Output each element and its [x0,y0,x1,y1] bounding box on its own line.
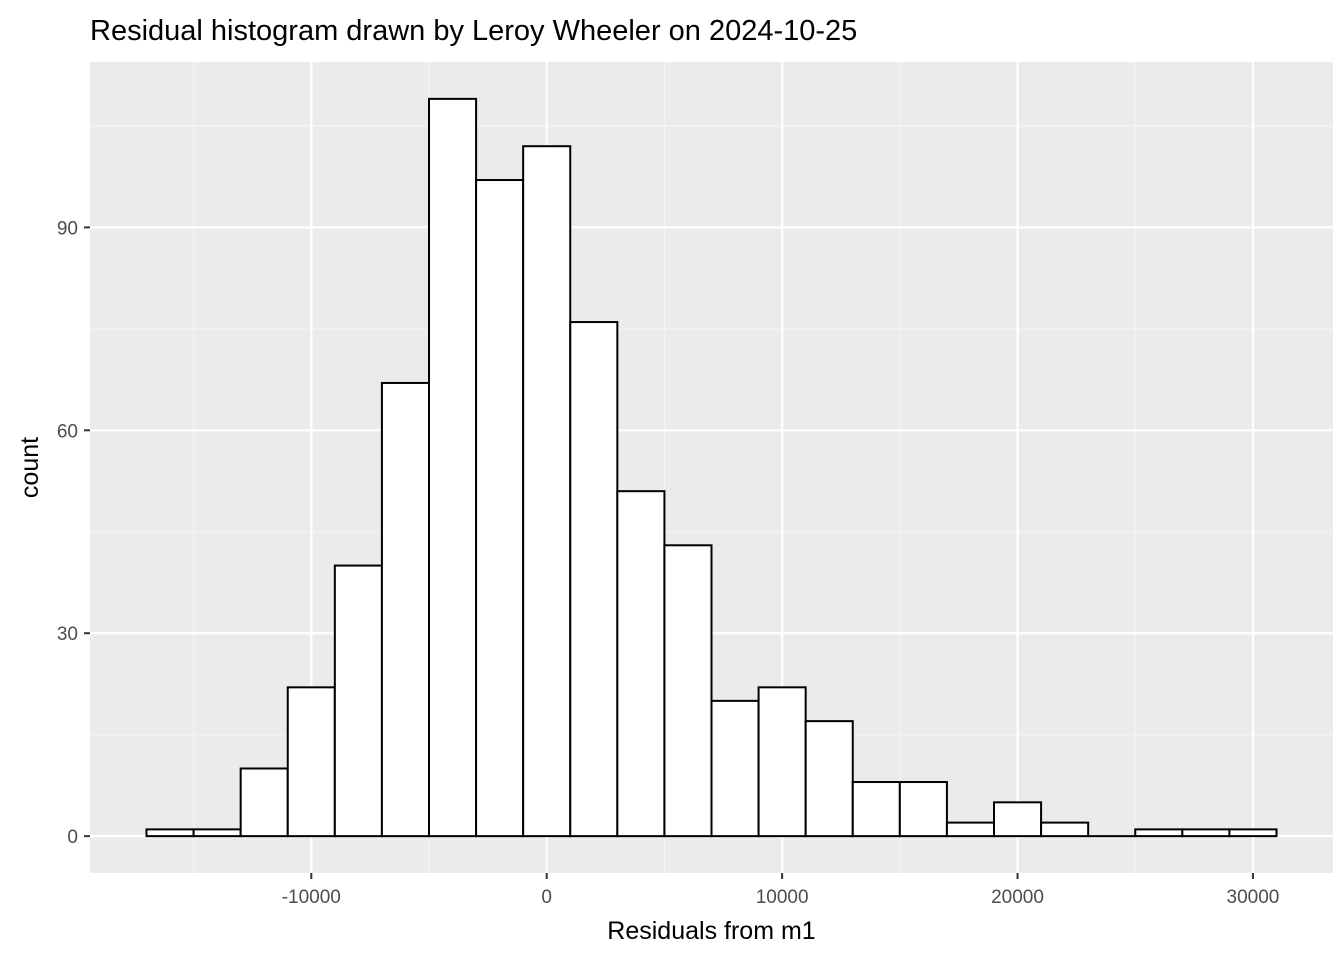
y-tick-label: 0 [67,827,78,848]
histogram-bar [1040,821,1090,838]
histogram-bar [993,801,1043,838]
histogram-bar [1134,828,1184,838]
histogram-bars [145,97,1278,838]
histogram-bar [898,781,948,838]
histogram-bar [380,381,430,838]
histogram-bar [710,699,760,838]
histogram-bar [569,321,619,838]
histogram-bar [804,720,854,838]
histogram-bar [851,781,901,838]
x-tick-label: 20000 [991,887,1044,908]
histogram-bar [475,179,525,838]
histogram-bar [945,821,996,838]
y-axis-ticks: 0 30 60 90 [57,218,90,848]
y-tick-label: 60 [57,421,78,442]
histogram-bar [428,97,478,838]
y-axis-title: count [16,437,44,498]
histogram-bar [1228,828,1278,838]
y-tick-label: 30 [57,624,78,645]
x-axis-title: Residuals from m1 [607,917,815,945]
histogram-bar [522,145,572,838]
x-tick-label: -10000 [282,887,341,908]
histogram-bar [333,564,383,838]
x-tick-label: 10000 [756,887,809,908]
histogram-bar [192,828,242,838]
y-tick-label: 90 [57,218,78,239]
histogram-bar [616,490,666,838]
x-axis-ticks: -10000 0 10000 20000 30000 [282,873,1280,908]
chart-title: Residual histogram drawn by Leroy Wheele… [90,15,857,47]
histogram-bar [239,767,289,838]
x-tick-label: 0 [541,887,552,908]
x-tick-label: 30000 [1227,887,1280,908]
histogram-bar [145,828,195,838]
histogram-bar [663,544,713,838]
histogram-bar [1181,828,1231,838]
histogram-bar [757,686,807,838]
histogram-bar [286,686,336,838]
